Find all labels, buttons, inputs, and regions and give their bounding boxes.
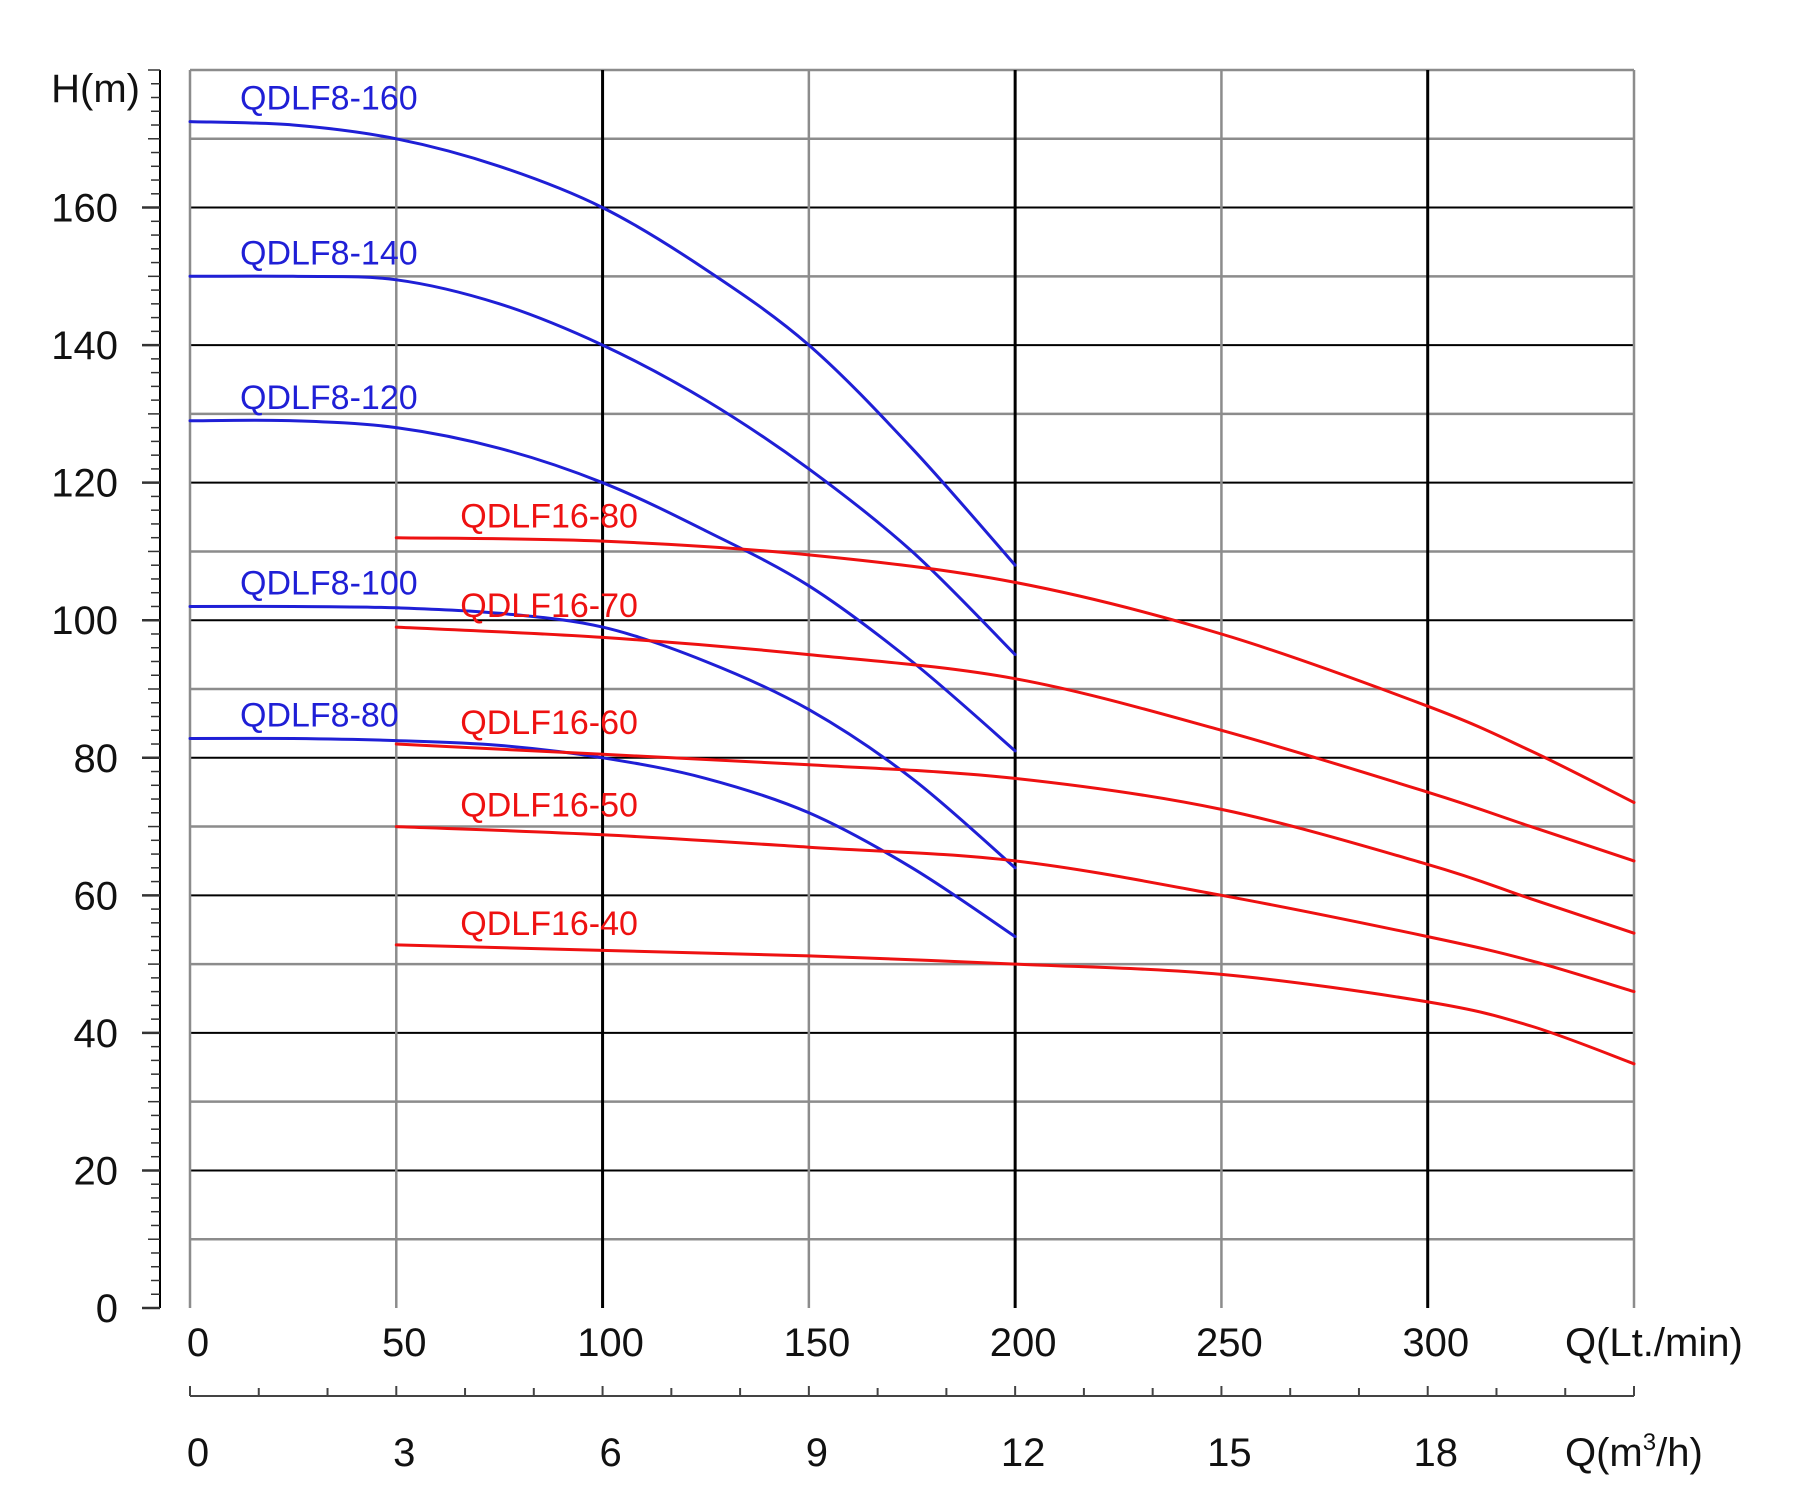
x-m3h-tick-label: 9 bbox=[806, 1431, 828, 1475]
y-tick-label: 100 bbox=[51, 599, 118, 643]
series-line-qdlf16-60 bbox=[394, 742, 1636, 935]
series-lines bbox=[188, 120, 1636, 1066]
y-tick-label: 40 bbox=[74, 1012, 119, 1056]
x-axis-title-m3h-superscript: 3 bbox=[1643, 1429, 1656, 1456]
x-m3h-tick-label: 12 bbox=[1001, 1431, 1046, 1475]
series-line-qdlf16-70 bbox=[394, 625, 1636, 863]
series-label-qdlf8-100: QDLF8-100 bbox=[240, 564, 418, 602]
series-line-qdlf16-80 bbox=[394, 536, 1636, 804]
x-lpm-tick-label: 0 bbox=[187, 1321, 209, 1365]
x-lpm-tick-label: 150 bbox=[783, 1321, 850, 1365]
series-line-qdlf8-160 bbox=[188, 120, 1017, 567]
grid bbox=[188, 68, 1636, 1308]
series-label-qdlf8-160: QDLF8-160 bbox=[240, 80, 418, 118]
series-line-qdlf16-50 bbox=[394, 825, 1636, 994]
series-label-qdlf8-120: QDLF8-120 bbox=[240, 379, 418, 417]
y-tick-label: 140 bbox=[51, 324, 118, 368]
y-tick-label: 120 bbox=[51, 462, 118, 506]
series-label-qdlf8-80: QDLF8-80 bbox=[240, 697, 399, 735]
x-axis-title-m3h-suffix: /h) bbox=[1656, 1431, 1703, 1475]
series-line-qdlf16-40 bbox=[394, 943, 1636, 1066]
x-m3h-tick-label: 18 bbox=[1413, 1431, 1458, 1475]
x-axis-title-m3h: Q(m3/h) bbox=[1565, 1429, 1703, 1475]
series-line-qdlf8-140 bbox=[188, 274, 1017, 657]
x-lpm-tick-label: 50 bbox=[382, 1321, 427, 1365]
axes: 0 20 40 60 80 100 120 140 160 0 50 100 150 200 250 300 0… bbox=[51, 69, 1635, 1475]
series-line-qdlf8-100 bbox=[188, 604, 1017, 870]
x-lpm-tick-label: 250 bbox=[1196, 1321, 1263, 1365]
series-label-qdlf8-140: QDLF8-140 bbox=[240, 234, 418, 272]
x-axis-title-m3h-prefix: Q(m bbox=[1565, 1431, 1643, 1475]
series-label-qdlf16-50: QDLF16-50 bbox=[460, 787, 638, 825]
series-line-qdlf8-120 bbox=[188, 418, 1017, 753]
series-labels: QDLF8-160 QDLF8-140 QDLF8-120 QDLF8-100 QDLF… bbox=[240, 80, 638, 943]
series-label-qdlf16-70: QDLF16-70 bbox=[460, 587, 638, 625]
y-tick-label: 0 bbox=[96, 1287, 118, 1331]
series-label-qdlf16-40: QDLF16-40 bbox=[460, 905, 638, 943]
x-m3h-tick-label: 3 bbox=[393, 1431, 415, 1475]
y-tick-label: 80 bbox=[74, 737, 119, 781]
x-lpm-tick-label: 100 bbox=[577, 1321, 644, 1365]
y-axis-title: H(m) bbox=[51, 67, 140, 111]
series-label-qdlf16-60: QDLF16-60 bbox=[460, 704, 638, 742]
x-m3h-tick-label: 6 bbox=[599, 1431, 621, 1475]
x-m3h-tick-label: 15 bbox=[1207, 1431, 1252, 1475]
series-line-qdlf8-80 bbox=[188, 736, 1017, 939]
y-tick-label: 20 bbox=[74, 1149, 119, 1193]
x-lpm-tick-label: 300 bbox=[1402, 1321, 1469, 1365]
x-m3h-tick-label: 0 bbox=[187, 1431, 209, 1475]
x-lpm-tick-label: 200 bbox=[990, 1321, 1057, 1365]
y-tick-label: 160 bbox=[51, 187, 118, 231]
x-axis-title-lpm: Q(Lt./min) bbox=[1565, 1321, 1743, 1365]
y-tick-label: 60 bbox=[74, 874, 119, 918]
series-label-qdlf16-80: QDLF16-80 bbox=[460, 498, 638, 536]
